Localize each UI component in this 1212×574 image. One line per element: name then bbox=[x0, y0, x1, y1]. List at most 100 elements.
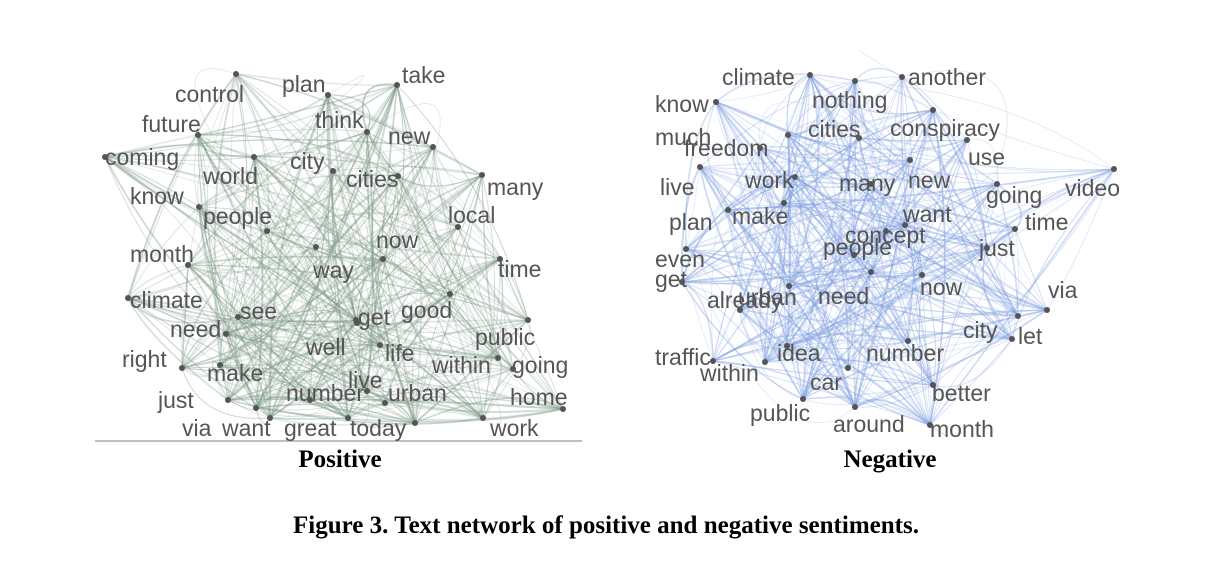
node-need bbox=[868, 269, 874, 275]
edge bbox=[181, 226, 459, 369]
word-within: within bbox=[699, 360, 759, 386]
edge bbox=[104, 156, 239, 318]
edge bbox=[854, 315, 1019, 408]
edge bbox=[802, 230, 887, 400]
edge bbox=[198, 206, 227, 335]
edge bbox=[788, 274, 923, 287]
edge bbox=[181, 131, 368, 369]
edge bbox=[497, 258, 504, 359]
edge bbox=[899, 224, 923, 276]
edge bbox=[219, 175, 399, 366]
edge bbox=[787, 134, 1019, 317]
node-nothing bbox=[852, 78, 858, 84]
edge bbox=[198, 206, 311, 401]
edge bbox=[266, 230, 384, 262]
word-climate: climate bbox=[130, 287, 203, 313]
edge bbox=[764, 285, 794, 363]
node-plan bbox=[725, 207, 731, 213]
edge bbox=[347, 390, 370, 424]
edge bbox=[327, 94, 386, 404]
edge bbox=[327, 94, 349, 419]
edge bbox=[802, 338, 1013, 400]
node-get bbox=[679, 279, 685, 285]
edge bbox=[932, 228, 1016, 386]
edge bbox=[237, 316, 415, 405]
edge bbox=[854, 80, 934, 386]
edge bbox=[1014, 228, 1048, 311]
edge bbox=[225, 73, 248, 335]
edge bbox=[854, 309, 1048, 408]
edge bbox=[253, 156, 416, 424]
node-urban bbox=[382, 400, 388, 406]
edge bbox=[699, 166, 1019, 317]
edge bbox=[181, 367, 311, 401]
edge bbox=[853, 254, 1048, 311]
edge bbox=[699, 166, 909, 342]
edge bbox=[739, 159, 911, 311]
word-think: think bbox=[315, 107, 364, 133]
node-climate bbox=[125, 295, 131, 301]
edge bbox=[127, 297, 514, 370]
word-car: car bbox=[810, 369, 842, 395]
edge bbox=[266, 131, 368, 232]
edge bbox=[870, 228, 1016, 273]
edge bbox=[853, 139, 968, 256]
word-city: city bbox=[290, 148, 325, 174]
edge bbox=[794, 176, 872, 273]
edge bbox=[327, 94, 499, 359]
edge bbox=[858, 137, 934, 386]
edge bbox=[332, 170, 514, 370]
edge bbox=[715, 101, 1019, 317]
node-work bbox=[792, 174, 798, 180]
node-need bbox=[223, 331, 229, 337]
edge bbox=[227, 368, 514, 401]
edge bbox=[786, 337, 849, 369]
edge bbox=[929, 109, 946, 426]
edge bbox=[727, 159, 911, 211]
node-cities bbox=[856, 135, 862, 141]
edge bbox=[788, 168, 1115, 287]
edge bbox=[715, 101, 998, 185]
edge bbox=[802, 271, 872, 400]
edge bbox=[699, 166, 790, 287]
edge bbox=[759, 139, 968, 160]
edge bbox=[870, 271, 909, 342]
edge bbox=[779, 202, 804, 400]
node-many bbox=[479, 172, 485, 178]
edge bbox=[786, 134, 792, 347]
word-nothing: nothing bbox=[812, 87, 887, 113]
edge bbox=[786, 74, 811, 136]
edge bbox=[269, 170, 334, 419]
edge bbox=[712, 336, 1013, 362]
edge bbox=[727, 209, 856, 408]
edge bbox=[237, 146, 434, 318]
word-let: let bbox=[1018, 323, 1043, 349]
node-many bbox=[868, 181, 874, 187]
edge bbox=[853, 183, 998, 256]
edge bbox=[347, 175, 399, 419]
edge bbox=[397, 175, 416, 424]
edge bbox=[854, 80, 887, 232]
edge bbox=[712, 360, 856, 408]
edge bbox=[699, 166, 788, 347]
node-see bbox=[235, 314, 241, 320]
edge bbox=[127, 297, 386, 404]
edge bbox=[237, 226, 459, 318]
word-urban: urban bbox=[738, 284, 797, 310]
edge bbox=[966, 139, 1013, 340]
edge bbox=[332, 170, 451, 295]
node-local bbox=[455, 224, 461, 230]
edge bbox=[904, 183, 998, 226]
edge bbox=[739, 183, 998, 311]
edge bbox=[794, 176, 923, 276]
edge bbox=[355, 319, 484, 419]
edge bbox=[327, 94, 416, 424]
edge bbox=[740, 147, 934, 405]
word-make: make bbox=[732, 203, 788, 229]
edge bbox=[227, 395, 349, 419]
edge bbox=[356, 258, 501, 324]
word-home: home bbox=[510, 384, 568, 410]
edge bbox=[794, 109, 934, 178]
edge bbox=[358, 258, 384, 392]
edge bbox=[783, 202, 799, 287]
